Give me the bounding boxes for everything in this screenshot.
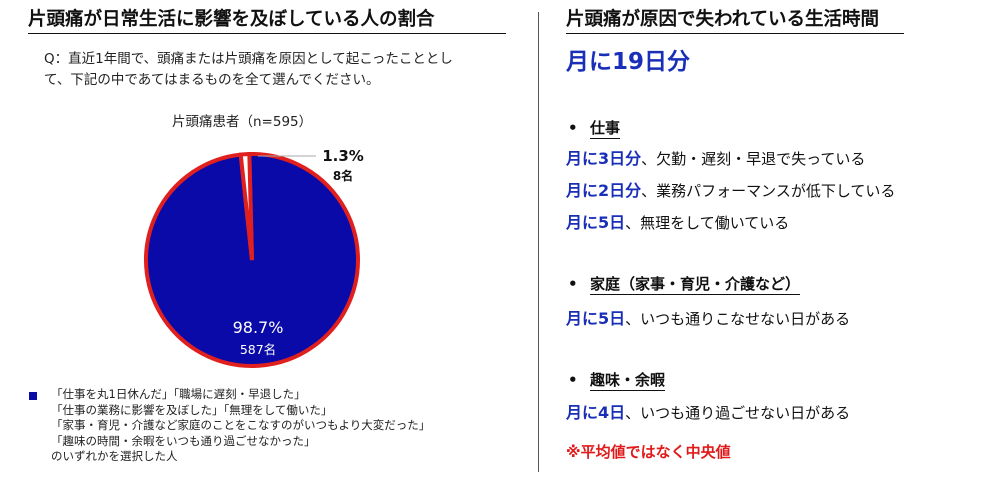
item-emphasis: 月に5日 <box>566 309 626 328</box>
item-emphasis: 月に4日 <box>566 403 626 422</box>
item-text: 、いつも通りこなせない日がある <box>625 310 851 328</box>
section-heading-text: 趣味・余暇 <box>590 371 666 391</box>
work-item-2: 月に2日分、業務パフォーマンスが低下している <box>566 177 895 201</box>
large-slice-percent-label: 98.7% <box>233 318 284 337</box>
section-heading-work: • 仕事 <box>568 117 621 139</box>
survey-question: Q：直近1年間で、頭痛または片頭痛を原因として起こったこととし て、下記の中であ… <box>44 49 514 91</box>
bullet: • <box>568 371 578 389</box>
hobby-item-1: 月に4日、いつも通り過ごせない日がある <box>566 399 850 423</box>
left-title: 片頭痛が日常生活に影響を及ぼしている人の割合 <box>28 8 506 34</box>
work-item-3: 月に5日、無理をして働いている <box>566 209 789 233</box>
chart-title: 片頭痛患者（n=595） <box>172 114 313 130</box>
item-emphasis: 月に3日分 <box>566 149 642 168</box>
legend-text: 「仕事を丸1日休んだ」「職場に遅刻・早退した」 「仕事の業務に影響を及ぼした」「… <box>51 387 430 465</box>
bullet: • <box>568 275 578 293</box>
vertical-divider <box>538 12 539 472</box>
home-item-1: 月に5日、いつも通りこなせない日がある <box>566 305 850 329</box>
pie-chart: 1.3% 8名 98.7% 587名 <box>144 147 364 368</box>
median-note: ※平均値ではなく中央値 <box>566 443 731 461</box>
item-text: 、無理をして働いている <box>625 214 790 232</box>
item-text: 、いつも通り過ごせない日がある <box>625 404 851 422</box>
large-slice-count-label: 587名 <box>240 342 276 357</box>
legend-line: のいずれかを選択した人 <box>51 449 178 463</box>
right-title: 片頭痛が原因で失われている生活時間 <box>566 8 904 34</box>
small-slice-count-label: 8名 <box>333 168 353 183</box>
section-heading-text: 家庭（家事・育児・介護など） <box>590 275 801 295</box>
legend-line: 「仕事の業務に影響を及ぼした」「無理をして働いた」 <box>51 402 333 417</box>
section-heading-hobby: • 趣味・余暇 <box>568 369 666 391</box>
headline-total: 月に19日分 <box>566 49 691 75</box>
item-emphasis: 月に5日 <box>566 213 626 232</box>
legend-line: 「家事・育児・介護など家庭のことをこなすのがいつもより大変だった」 <box>51 418 431 432</box>
bullet: • <box>568 119 578 137</box>
pie-slice-unaffected <box>238 151 254 261</box>
work-item-1: 月に3日分、欠勤・遅刻・早退で失っている <box>566 145 865 169</box>
section-heading-text: 仕事 <box>590 119 621 139</box>
item-text: 、欠勤・遅刻・早退で失っている <box>641 150 866 168</box>
section-heading-home: • 家庭（家事・育児・介護など） <box>568 273 801 295</box>
question-line-2: て、下記の中であてはまるものを全て選んでください。 <box>44 72 380 88</box>
legend-line: 「趣味の時間・余暇をいつも通り過ごせなかった」 <box>51 433 316 448</box>
legend-marker <box>29 392 37 400</box>
item-text: 、業務パフォーマンスが低下している <box>641 182 896 200</box>
question-line-1: Q：直近1年間で、頭痛または片頭痛を原因として起こったこととし <box>44 51 453 67</box>
small-slice-percent-label: 1.3% <box>322 147 364 165</box>
item-emphasis: 月に2日分 <box>566 181 642 200</box>
legend-line: 「仕事を丸1日休んだ」「職場に遅刻・早退した」 <box>51 387 306 401</box>
